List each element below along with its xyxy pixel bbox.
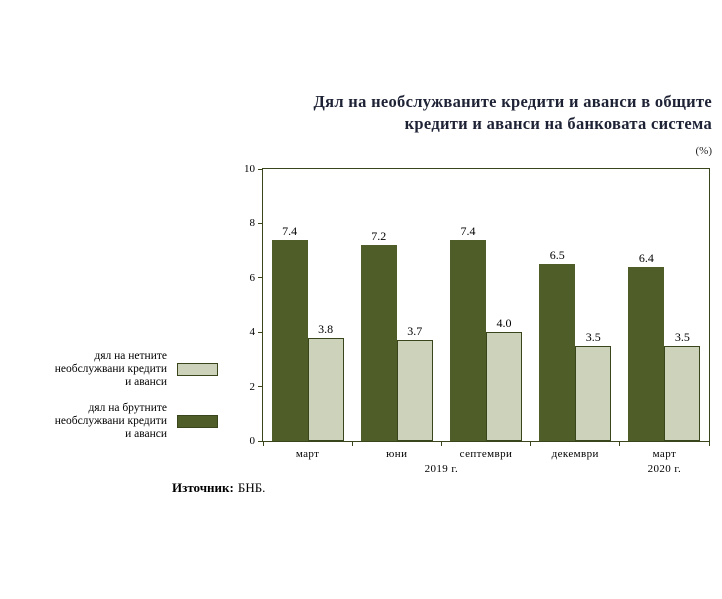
legend-item: дял на нетните необслужвани кредити и аван… [40, 350, 218, 389]
bar-value-label: 3.8 [318, 321, 334, 336]
x-axis-tick [530, 441, 532, 446]
bar-gross [271, 239, 308, 441]
x-axis-category-label: декември [551, 448, 599, 460]
source-value: БНБ. [237, 480, 266, 495]
bar-value-label: 3.7 [407, 324, 423, 339]
bar-value-label: 4.0 [496, 316, 512, 331]
y-axis-tick [258, 168, 263, 170]
legend-swatch-net [177, 363, 218, 376]
legend-item: дял на брутните необслужвани кредити и ава… [40, 402, 218, 441]
bar-net [575, 345, 612, 441]
x-axis-category-label: март [652, 448, 677, 460]
y-axis-tick-label: 10 [244, 163, 255, 175]
y-axis-tick [258, 440, 263, 442]
y-axis-tick [258, 331, 263, 333]
y-axis-tick-label: 0 [249, 435, 256, 447]
x-axis-category-label: март [295, 448, 320, 460]
chart-title-line2: кредити и аванси на банковата система [404, 114, 712, 133]
bar-gross [628, 266, 665, 441]
x-axis-year-label: 2019 г. [424, 463, 459, 475]
x-axis-tick [351, 441, 353, 446]
chart-title: Дял на необслужваните кредити и аванси в… [230, 91, 712, 135]
y-axis-tick-label: 6 [249, 271, 256, 284]
legend-label: дял на брутните необслужвани кредити и ава… [54, 402, 167, 440]
x-axis-year-label: 2020 г. [647, 463, 682, 475]
chart-title-line1: Дял на необслужваните кредити и аванси в… [313, 92, 712, 111]
y-axis-tick-label: 8 [249, 217, 256, 230]
bar-net [486, 332, 522, 441]
bar-gross [539, 264, 576, 441]
y-axis-tick-label: 4 [249, 326, 256, 339]
bar-value-label: 7.4 [460, 223, 476, 238]
bar-net [664, 345, 701, 441]
bar-net [396, 340, 433, 441]
x-axis-tick [708, 441, 710, 446]
x-axis-tick [440, 441, 442, 446]
y-axis-tick-label: 2 [249, 380, 256, 393]
legend-swatch-gross [177, 415, 218, 428]
unit-label: (%) [695, 145, 713, 157]
bar-gross [450, 239, 486, 441]
bar-net [307, 337, 344, 441]
source-label: Източник: [172, 480, 234, 495]
x-axis-category-label: юни [386, 448, 408, 460]
source-note: Източник: БНБ. [172, 480, 265, 496]
x-axis-category-label: септември [459, 448, 513, 460]
x-axis-tick [262, 441, 264, 446]
bar-gross [360, 245, 397, 441]
y-axis-tick [258, 386, 263, 388]
y-axis-tick [258, 277, 263, 279]
bar-value-label: 6.4 [638, 250, 654, 265]
bar-value-label: 3.5 [585, 329, 601, 344]
bar-value-label: 7.4 [282, 223, 298, 238]
y-axis-tick [258, 222, 263, 224]
bar-value-label: 3.5 [674, 329, 690, 344]
x-axis-tick [619, 441, 621, 446]
legend: дял на нетните необслужвани кредити и аван… [40, 350, 218, 454]
legend-label: дял на нетните необслужвани кредити и аван… [54, 350, 167, 388]
plot-area: 0 2 4 6 8 10 7.4 3.8 март 7.2 3.7 юни 7.4 4.0 септемвр… [244, 163, 710, 475]
bar-value-label: 7.2 [371, 229, 387, 244]
bar-value-label: 6.5 [549, 248, 565, 263]
